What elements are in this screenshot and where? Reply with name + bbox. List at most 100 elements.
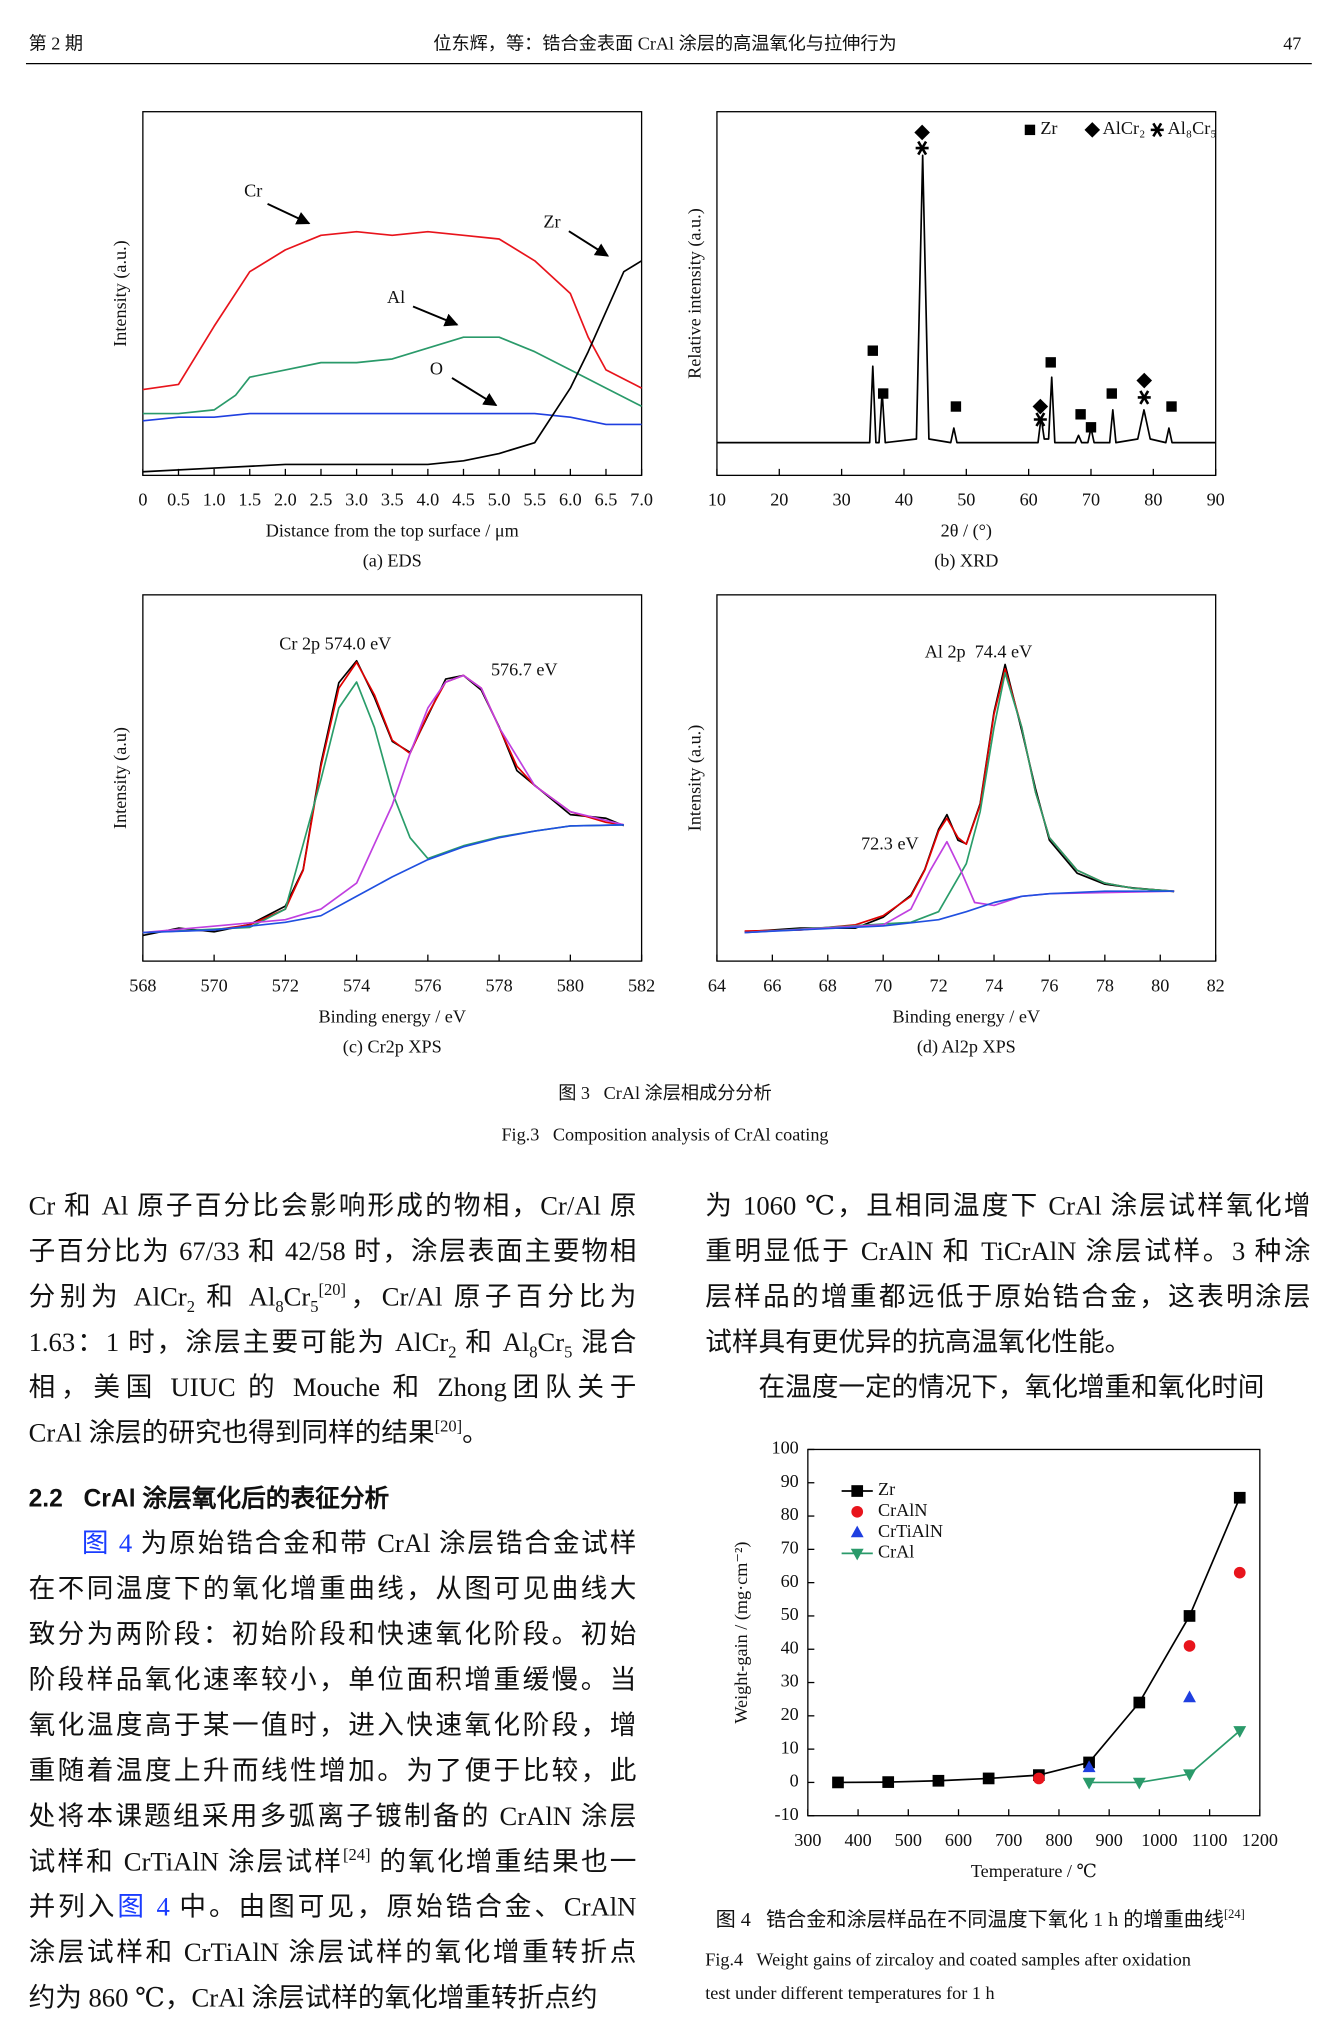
series-label: O <box>430 358 443 378</box>
text-run: 约为 860 ℃，CrAl 涂层试样的氧化增重转折点约 <box>28 1984 598 2014</box>
text-run: 。 <box>462 1419 489 1449</box>
series <box>1082 1726 1247 1790</box>
x-tick-label: 1200 <box>1242 1830 1278 1850</box>
text-run: CrAl 涂层的研究也得到同样的结果 <box>28 1419 435 1449</box>
text-line: 重随着温度上升而线性增加。为了便于比较，此 <box>29 1749 637 1794</box>
figure-caption-en: Fig.3 Composition analysis of CrAl coati… <box>501 1125 828 1145</box>
peak-symbol <box>1033 412 1047 427</box>
annotation: Al 2p 74.4 eV <box>925 641 1033 661</box>
data-line <box>142 336 642 415</box>
text-line: 子百分比为 67/33 和 42/58 时，涂层表面主要物相 <box>29 1230 637 1275</box>
marker <box>832 1776 844 1789</box>
figure-caption-en: Fig.4 Weight gains of zircaloy and coate… <box>705 1949 1191 1969</box>
text-line: CrAl 涂层的研究也得到同样的结果[20]。 <box>29 1412 637 1457</box>
marker <box>1133 1696 1146 1709</box>
text-line: 试样和 CrTiAlN 涂层试样[24] 的氧化增重结果也一 <box>29 1840 637 1885</box>
x-tick-label: 4.0 <box>417 490 440 510</box>
series <box>716 154 1216 444</box>
citation: [24] <box>1223 1907 1245 1923</box>
marker <box>850 1525 864 1538</box>
header-title: 位东辉，等：锆合金表面 CrAl 涂层的高温氧化与拉伸行为 <box>433 34 896 54</box>
text-run: 子百分比为 67/33 和 42/58 时，涂层表面主要物相 <box>28 1237 637 1267</box>
right-column: 为 1060 ℃，且相同温度下 CrAl 涂层试样氧化增 重明显低于 CrAlN … <box>705 1185 1310 1412</box>
text-line: 分别为 AlCr2 和 Al8Cr5[20]，Cr/Al 原子百分比为 <box>29 1275 637 1320</box>
x-axis-label: Temperature / ℃ <box>971 1861 1097 1881</box>
x-tick-label: 70 <box>874 975 892 995</box>
x-tick-label: 64 <box>708 975 726 995</box>
series <box>142 412 642 426</box>
legend-label: CrTiAlN <box>878 1521 943 1541</box>
text-line: Cr 和 Al 原子百分比会影响形成的物相，Cr/Al 原 <box>29 1185 637 1230</box>
peak-symbol <box>950 401 962 412</box>
x-tick-label: 80 <box>1151 975 1169 995</box>
x-axis-label: Binding energy / eV <box>893 1006 1041 1026</box>
annotation: 72.3 eV <box>861 834 919 854</box>
x-tick-label: 74 <box>985 975 1003 995</box>
series-label: Zr <box>543 212 560 232</box>
text-run: 为 1060 ℃，且相同温度下 CrAl 涂层试样氧化增 <box>705 1192 1311 1221</box>
panel-caption: (d) Al2p XPS <box>917 1036 1016 1057</box>
x-tick-label: 5.5 <box>523 490 546 510</box>
text-line: 为 1060 ℃，且相同温度下 CrAl 涂层试样氧化增 <box>705 1185 1310 1230</box>
x-tick-label: 800 <box>1045 1830 1072 1850</box>
series <box>142 336 642 415</box>
marker <box>1183 1610 1196 1622</box>
text-run: 处将本课题组采用多弧离子镀制备的 CrAlN 涂层 <box>28 1802 637 1832</box>
text-line: 在温度一定的情况下，氧化增重和氧化时间 <box>705 1366 1310 1411</box>
y-axis-label: Intensity (a.u.) <box>684 725 705 831</box>
peak-symbol <box>1136 372 1153 389</box>
x-tick-label: 3.0 <box>345 490 368 510</box>
x-tick-label: 500 <box>895 1830 922 1850</box>
text-line: 相，美国 UIUC 的 Mouche 和 Zhong团队关于 <box>29 1366 637 1411</box>
legend-label: Zr <box>878 1479 895 1499</box>
figure-link[interactable]: 图 4 <box>117 1893 170 1923</box>
annotation-arrow <box>451 377 498 407</box>
x-tick-label: 570 <box>200 975 227 995</box>
marker <box>1233 1491 1246 1504</box>
annotation-arrow <box>267 203 311 225</box>
x-tick-label: 574 <box>343 975 370 995</box>
text-line: 1.63：1 时，涂层主要可能为 AlCr2 和 Al8Cr5 混合 <box>29 1321 637 1366</box>
plot-frame <box>142 111 643 477</box>
x-tick-label: 2.0 <box>274 490 297 510</box>
plot-frame <box>716 111 1217 477</box>
marker <box>1183 1769 1196 1782</box>
x-tick-label: 2.5 <box>310 490 333 510</box>
subscript: 2 <box>448 1343 457 1362</box>
figure-caption-cn: 图 3 CrAl 涂层相成分分析 <box>558 1083 772 1103</box>
legend-symbol <box>1150 122 1164 138</box>
citation: [20] <box>318 1280 346 1300</box>
series <box>142 260 643 473</box>
x-tick-label: 78 <box>1096 975 1114 995</box>
y-tick-label: 10 <box>781 1737 799 1757</box>
text-line: 试样具有更优异的抗高温氧化性能。 <box>705 1321 1310 1366</box>
data-line <box>142 260 643 473</box>
x-tick-label: 7.0 <box>630 490 653 510</box>
x-tick-label: 572 <box>272 975 299 995</box>
y-tick-label: 100 <box>771 1438 798 1458</box>
marker <box>851 1485 864 1497</box>
panel-caption: (a) EDS <box>363 551 422 572</box>
text-run: Cr 和 Al 原子百分比会影响形成的物相，Cr/Al 原 <box>28 1192 637 1221</box>
text-line: 并列入图 4 中。由图可见，原始锆合金、CrAlN <box>29 1886 637 1931</box>
series <box>1033 1566 1246 1785</box>
citation: [24] <box>343 1845 371 1865</box>
x-tick-label: 60 <box>1020 490 1038 510</box>
y-tick-label: 90 <box>781 1471 799 1491</box>
series <box>744 840 1175 934</box>
marker <box>1082 1777 1096 1790</box>
series-label: Cr <box>244 180 262 200</box>
series <box>744 890 1175 934</box>
peak-symbol <box>914 124 930 141</box>
x-axis-label: Binding energy / eV <box>318 1006 466 1026</box>
text-run: 试样具有更优异的抗高温氧化性能。 <box>705 1328 1132 1358</box>
x-tick-label: 90 <box>1207 490 1225 510</box>
x-tick-label: 68 <box>819 975 837 995</box>
y-tick-label: 70 <box>781 1538 799 1558</box>
marker <box>1033 1772 1045 1785</box>
marker <box>1183 1690 1196 1703</box>
figure-link[interactable]: 图 4 <box>81 1529 133 1559</box>
data-line <box>716 154 1216 444</box>
legend-symbol <box>1084 122 1101 138</box>
